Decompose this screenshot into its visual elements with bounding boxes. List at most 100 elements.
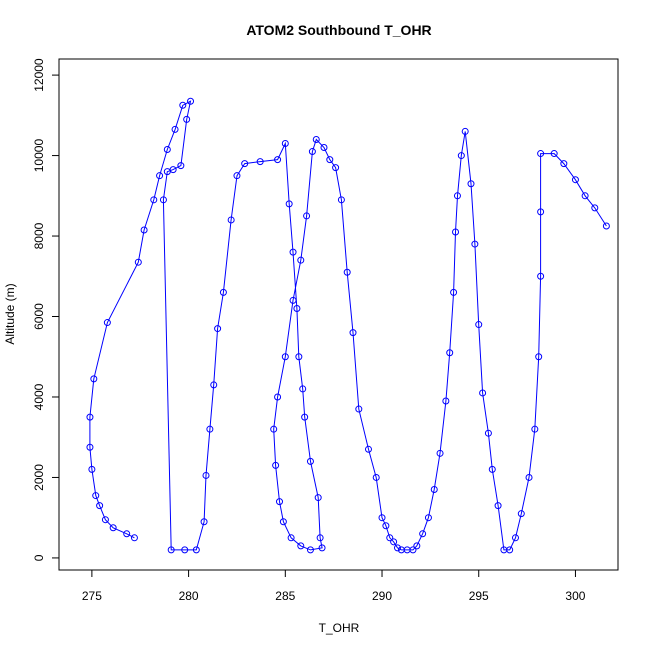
- y-tick-label: 2000: [32, 464, 46, 491]
- data-point: [130, 534, 138, 542]
- data-point: [140, 226, 148, 234]
- data-point: [90, 375, 98, 383]
- data-point: [270, 425, 278, 433]
- data-point: [525, 473, 533, 481]
- data-point: [301, 413, 309, 421]
- data-point: [320, 144, 328, 152]
- y-tick-label: 12000: [32, 58, 46, 92]
- data-point: [306, 546, 314, 554]
- data-point: [101, 516, 109, 524]
- data-point: [287, 534, 295, 542]
- data-point: [602, 222, 610, 230]
- data-point: [156, 172, 164, 180]
- data-point: [179, 101, 187, 109]
- data-point: [274, 156, 282, 164]
- data-point: [537, 208, 545, 216]
- data-point: [200, 518, 208, 526]
- data-point: [123, 530, 131, 538]
- data-point: [210, 381, 218, 389]
- data-point: [364, 445, 372, 453]
- data-point: [382, 522, 390, 530]
- data-point: [393, 544, 401, 552]
- data-point: [295, 353, 303, 361]
- data-point: [256, 158, 264, 166]
- data-point: [419, 530, 427, 538]
- data-point: [390, 538, 398, 546]
- data-point: [272, 461, 280, 469]
- data-point: [446, 349, 454, 357]
- y-tick-label: 4000: [32, 383, 46, 410]
- data-point: [206, 425, 214, 433]
- data-point: [560, 160, 568, 168]
- data-point: [488, 465, 496, 473]
- data-point: [413, 542, 421, 550]
- series-lines: [89, 100, 607, 551]
- data-point: [471, 240, 479, 248]
- data-point: [303, 212, 311, 220]
- data-point: [214, 325, 222, 333]
- data-point: [187, 97, 195, 105]
- data-point: [453, 192, 461, 200]
- data-point: [409, 546, 417, 554]
- data-point: [517, 510, 525, 518]
- data-point: [167, 546, 175, 554]
- data-point: [316, 534, 324, 542]
- y-axis: 0 2000 4000 6000 8000 10000 12000: [32, 58, 60, 561]
- data-point: [581, 192, 589, 200]
- y-tick-label: 6000: [32, 303, 46, 330]
- data-point: [479, 389, 487, 397]
- data-point: [177, 162, 185, 170]
- data-point: [442, 397, 450, 405]
- data-point: [163, 168, 171, 176]
- x-tick-label: 295: [469, 589, 489, 603]
- data-point: [355, 405, 363, 413]
- data-point: [171, 125, 179, 133]
- x-tick-label: 280: [179, 589, 199, 603]
- data-point: [163, 146, 171, 154]
- data-point: [219, 288, 227, 296]
- data-point: [281, 353, 289, 361]
- data-point: [531, 425, 539, 433]
- plot-area: [58, 58, 619, 571]
- data-point: [227, 216, 235, 224]
- data-point: [386, 534, 394, 542]
- data-point: [332, 164, 340, 172]
- data-point: [337, 196, 345, 204]
- data-point: [494, 502, 502, 510]
- data-point: [312, 135, 320, 143]
- data-point: [279, 518, 287, 526]
- data-point: [571, 176, 579, 184]
- data-point: [308, 148, 316, 156]
- data-point: [537, 150, 545, 158]
- data-point: [92, 492, 100, 500]
- series-line: [89, 100, 607, 551]
- data-point: [86, 413, 94, 421]
- data-point: [506, 546, 514, 554]
- data-point: [550, 150, 558, 158]
- data-point: [450, 288, 458, 296]
- data-point: [349, 329, 357, 337]
- x-tick-label: 300: [565, 589, 585, 603]
- data-point: [314, 494, 322, 502]
- data-point: [424, 514, 432, 522]
- data-point: [103, 319, 111, 327]
- x-axis: 275 280 285 290 295 300: [82, 569, 586, 603]
- y-tick-label: 10000: [32, 139, 46, 173]
- data-point: [181, 546, 189, 554]
- data-point: [297, 256, 305, 264]
- data-point: [233, 172, 241, 180]
- data-point: [88, 465, 96, 473]
- x-tick-label: 290: [372, 589, 392, 603]
- series-points: [86, 97, 610, 554]
- y-tick-label: 0: [32, 554, 46, 561]
- data-point: [306, 457, 314, 465]
- y-axis-label: Altitude (m): [3, 283, 17, 344]
- data-point: [461, 127, 469, 135]
- data-point: [372, 473, 380, 481]
- data-point: [467, 180, 475, 188]
- data-point: [430, 486, 438, 494]
- data-point: [484, 429, 492, 437]
- data-point: [293, 304, 301, 312]
- x-tick-label: 275: [82, 589, 102, 603]
- data-point: [86, 443, 94, 451]
